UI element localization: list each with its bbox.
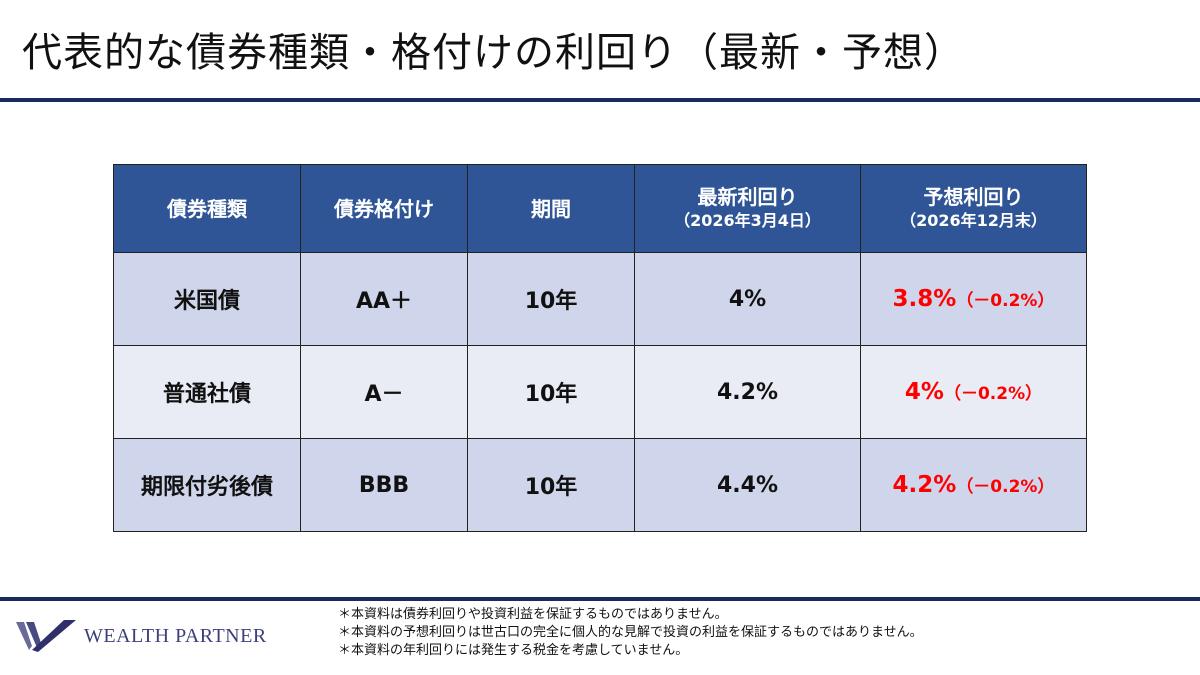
forecast-change: （－0.2%） <box>956 291 1055 311</box>
header-forecast-main: 予想利回り <box>923 184 1024 209</box>
cell-term: 10年 <box>467 252 635 346</box>
cell-type: 普通社債 <box>113 345 301 439</box>
cell-rating: AA＋ <box>300 252 468 346</box>
cell-term: 10年 <box>467 345 635 439</box>
page-title: 代表的な債券種類・格付けの利回り（最新・予想） <box>22 30 965 76</box>
table-row: 期限付劣後債 BBB 10年 4.4% 4.2%（－0.2%） <box>113 438 1087 532</box>
cell-type: 米国債 <box>113 252 301 346</box>
footer-divider <box>0 597 1200 601</box>
header-rating: 債券格付け <box>300 164 468 253</box>
cell-latest: 4.2% <box>634 345 861 439</box>
header-forecast: 予想利回り （2026年12月末） <box>860 164 1087 253</box>
forecast-change: （－0.2%） <box>943 384 1043 404</box>
table-row: 米国債 AA＋ 10年 4% 3.8%（－0.2%） <box>113 252 1087 346</box>
cell-forecast: 4%（－0.2%） <box>860 345 1087 439</box>
cell-forecast: 3.8%（－0.2%） <box>860 252 1087 346</box>
bond-yield-table: 債券種類 債券格付け 期間 最新利回り （2026年3月4日） 予想利回り （202… <box>113 164 1087 532</box>
header-latest: 最新利回り （2026年3月4日） <box>634 164 861 253</box>
disclaimer-line: ＊本資料は債券利回りや投資利益を保証するものではありません。 <box>338 607 728 622</box>
disclaimer-line: ＊本資料の年利回りには発生する税金を考慮していません。 <box>338 643 689 658</box>
header-divider <box>0 98 1200 102</box>
cell-latest: 4.4% <box>634 438 861 532</box>
cell-type: 期限付劣後債 <box>113 438 301 532</box>
header-forecast-date: （2026年12月末） <box>900 210 1047 230</box>
forecast-value: 4% <box>904 379 944 405</box>
cell-term: 10年 <box>467 438 635 532</box>
logo-w-icon <box>16 620 76 652</box>
cell-rating: A－ <box>300 345 468 439</box>
cell-rating: BBB <box>300 438 468 532</box>
forecast-value: 3.8% <box>892 286 957 312</box>
disclaimer-notes: ＊本資料は債券利回りや投資利益を保証するものではありません。 ＊本資料の予想利回… <box>338 606 923 660</box>
disclaimer-line: ＊本資料の予想利回りは世古口の完全に個人的な見解で投資の利益を保証するものではあ… <box>338 625 923 640</box>
cell-forecast: 4.2%（－0.2%） <box>860 438 1087 532</box>
header-latest-date: （2026年3月4日） <box>674 210 821 230</box>
logo-text: WEALTH PARTNER <box>84 624 267 647</box>
table-row: 普通社債 A－ 10年 4.2% 4%（－0.2%） <box>113 345 1087 439</box>
header-type: 債券種類 <box>113 164 301 253</box>
table-header-row: 債券種類 債券格付け 期間 最新利回り （2026年3月4日） 予想利回り （202… <box>113 164 1087 253</box>
company-logo: WEALTH PARTNER <box>16 620 267 652</box>
header-term: 期間 <box>467 164 635 253</box>
header-latest-main: 最新利回り <box>697 184 798 209</box>
forecast-value: 4.2% <box>892 472 957 498</box>
cell-latest: 4% <box>634 252 861 346</box>
forecast-change: （－0.2%） <box>956 477 1055 497</box>
